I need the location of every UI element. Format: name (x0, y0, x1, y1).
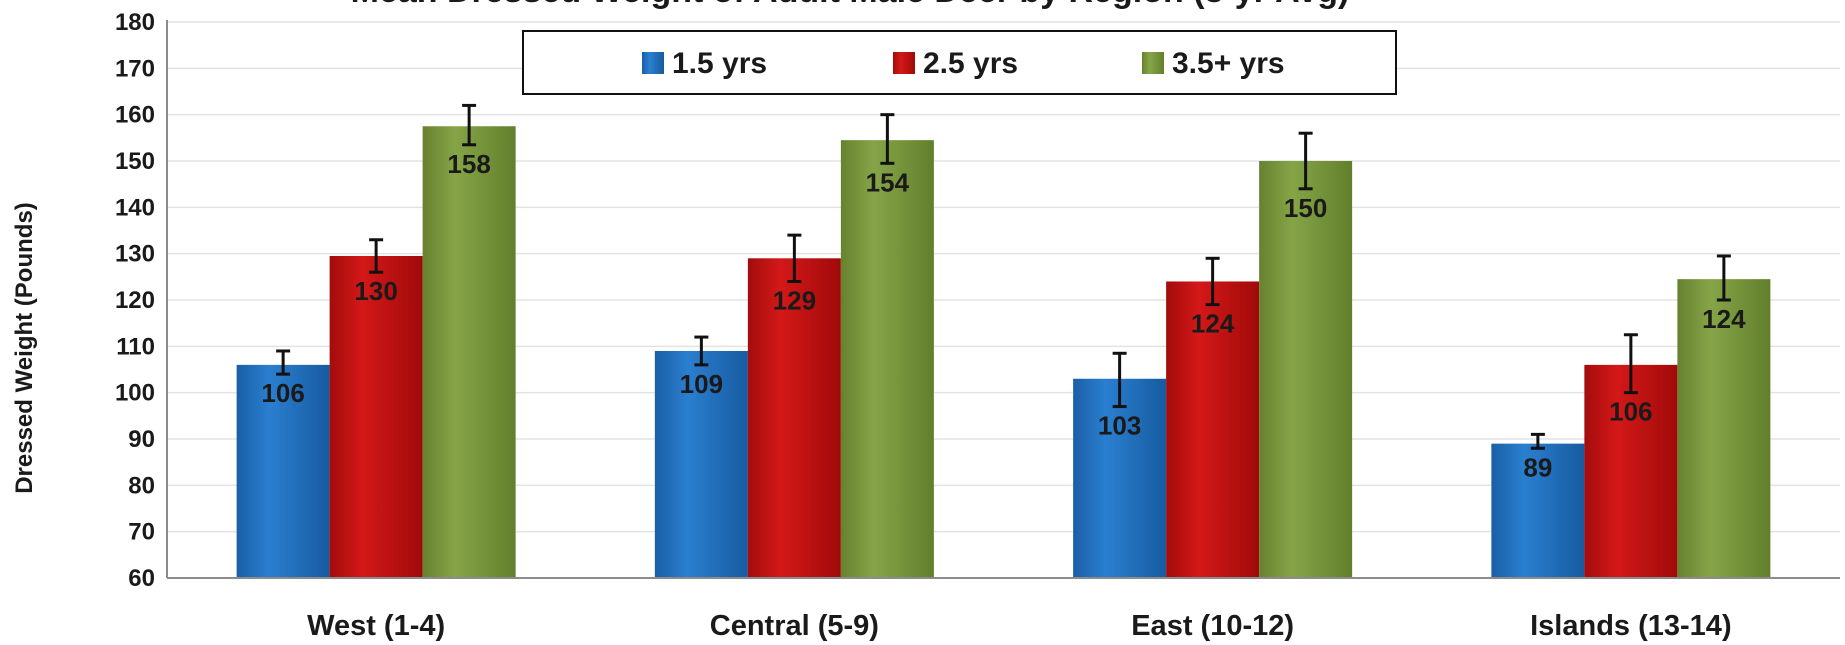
x-tick-label: Central (5-9) (710, 610, 879, 642)
data-label: 106 (1609, 397, 1652, 427)
bar-1-5-yrs-1 (236, 364, 330, 578)
y-tick-label: 60 (128, 565, 155, 592)
error-bar (1623, 333, 1638, 395)
y-tick-label: 80 (128, 472, 155, 499)
axes: 60 70 80 90 100 110 120 130 140 150 160 170 180 West … (115, 9, 1840, 642)
y-tick-label: 160 (115, 102, 155, 129)
error-bar (462, 103, 477, 147)
y-tick-label: 110 (116, 333, 155, 360)
bar-1-5-yrs-2 (654, 350, 748, 578)
legend-label: 3.5+ yrs (1172, 47, 1285, 80)
error-bar (694, 335, 709, 367)
x-tick-label: West (1-4) (307, 610, 445, 642)
data-label: 106 (261, 378, 304, 408)
error-bar (1205, 256, 1220, 307)
bar-2-5-yrs-4 (1584, 364, 1678, 578)
bar-2-5-yrs-2 (747, 258, 841, 578)
bar-1-5-yrs-3 (1073, 378, 1167, 578)
error-bar (1530, 432, 1545, 450)
y-tick-label: 180 (115, 9, 155, 36)
y-tick-label: 140 (115, 194, 155, 221)
legend-swatch (1142, 52, 1164, 74)
error-bar (1112, 351, 1127, 409)
legend: 1.5 yrs 2.5 yrs 3.5+ yrs (522, 30, 1397, 95)
data-labels: 106 130 158 109 129 154 103 124 150 89 106 124 (261, 149, 1746, 482)
error-bar (276, 349, 291, 376)
error-bar (1716, 254, 1731, 302)
data-label: 103 (1098, 411, 1141, 441)
y-tick-label: 130 (115, 241, 155, 268)
error-bar (787, 233, 802, 283)
bar-3-5-yrs-4 (1677, 279, 1771, 578)
legend-label: 2.5 yrs (923, 47, 1018, 80)
data-label: 154 (866, 167, 910, 197)
data-label: 124 (1191, 309, 1235, 339)
bar-3-5-yrs-2 (840, 140, 934, 578)
y-tick-label: 170 (115, 55, 155, 82)
data-label: 130 (354, 276, 397, 306)
legend-item: 3.5+ yrs (1142, 47, 1285, 80)
bar-3-5-yrs-1 (422, 126, 516, 578)
data-label: 124 (1702, 304, 1746, 334)
error-bar (369, 238, 384, 274)
data-label: 129 (773, 285, 816, 315)
bar-2-5-yrs-3 (1166, 281, 1260, 578)
y-axis-label: Dressed Weight (Pounds) (11, 202, 38, 494)
y-tick-label: 70 (128, 519, 155, 546)
y-tick-label: 90 (128, 426, 155, 453)
error-bar (1298, 131, 1313, 191)
legend-box (522, 30, 1397, 95)
legend-swatch (893, 52, 915, 74)
y-tick-label: 150 (115, 148, 155, 175)
bar-3-5-yrs-3 (1259, 161, 1353, 578)
data-label: 158 (447, 149, 490, 179)
bar-2-5-yrs-1 (329, 255, 423, 578)
error-bar (880, 113, 895, 165)
data-label: 89 (1523, 452, 1552, 482)
bar-1-5-yrs-4 (1491, 443, 1585, 578)
data-label: 150 (1284, 193, 1327, 223)
legend-swatch (642, 52, 664, 74)
legend-item: 1.5 yrs (642, 47, 767, 80)
x-tick-label: East (10-12) (1131, 610, 1294, 642)
legend-label: 1.5 yrs (672, 47, 767, 80)
y-tick-label: 120 (115, 287, 155, 314)
bars (236, 126, 1771, 578)
x-tick-label: Islands (13-14) (1530, 610, 1731, 642)
y-tick-label: 100 (115, 380, 155, 407)
legend-item: 2.5 yrs (893, 47, 1018, 80)
data-label: 109 (680, 369, 723, 399)
chart-title: Mean Dressed Weight of Adult Male Deer b… (351, 0, 1350, 10)
error-bars (276, 103, 1731, 450)
